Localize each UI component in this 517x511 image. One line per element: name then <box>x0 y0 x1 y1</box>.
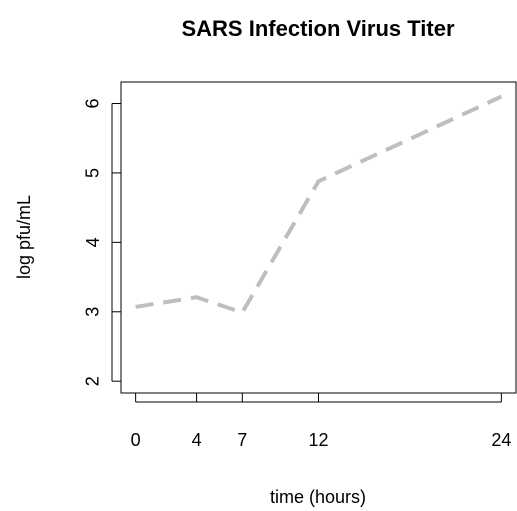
x-tick-label: 0 <box>131 430 141 450</box>
x-tick-label: 12 <box>308 430 328 450</box>
chart-title: SARS Infection Virus Titer <box>181 16 454 41</box>
y-tick-label: 2 <box>83 376 103 386</box>
x-axis-label: time (hours) <box>270 487 366 507</box>
y-tick-label: 4 <box>83 237 103 247</box>
x-tick-label: 7 <box>237 430 247 450</box>
x-tick-label: 24 <box>491 430 511 450</box>
y-tick-label: 5 <box>83 168 103 178</box>
x-tick-label: 4 <box>192 430 202 450</box>
plot-box <box>120 81 517 394</box>
y-tick-label: 3 <box>83 307 103 317</box>
y-tick-label: 6 <box>83 99 103 109</box>
line-series <box>135 94 503 315</box>
y-axis-label: log pfu/mL <box>14 195 34 279</box>
